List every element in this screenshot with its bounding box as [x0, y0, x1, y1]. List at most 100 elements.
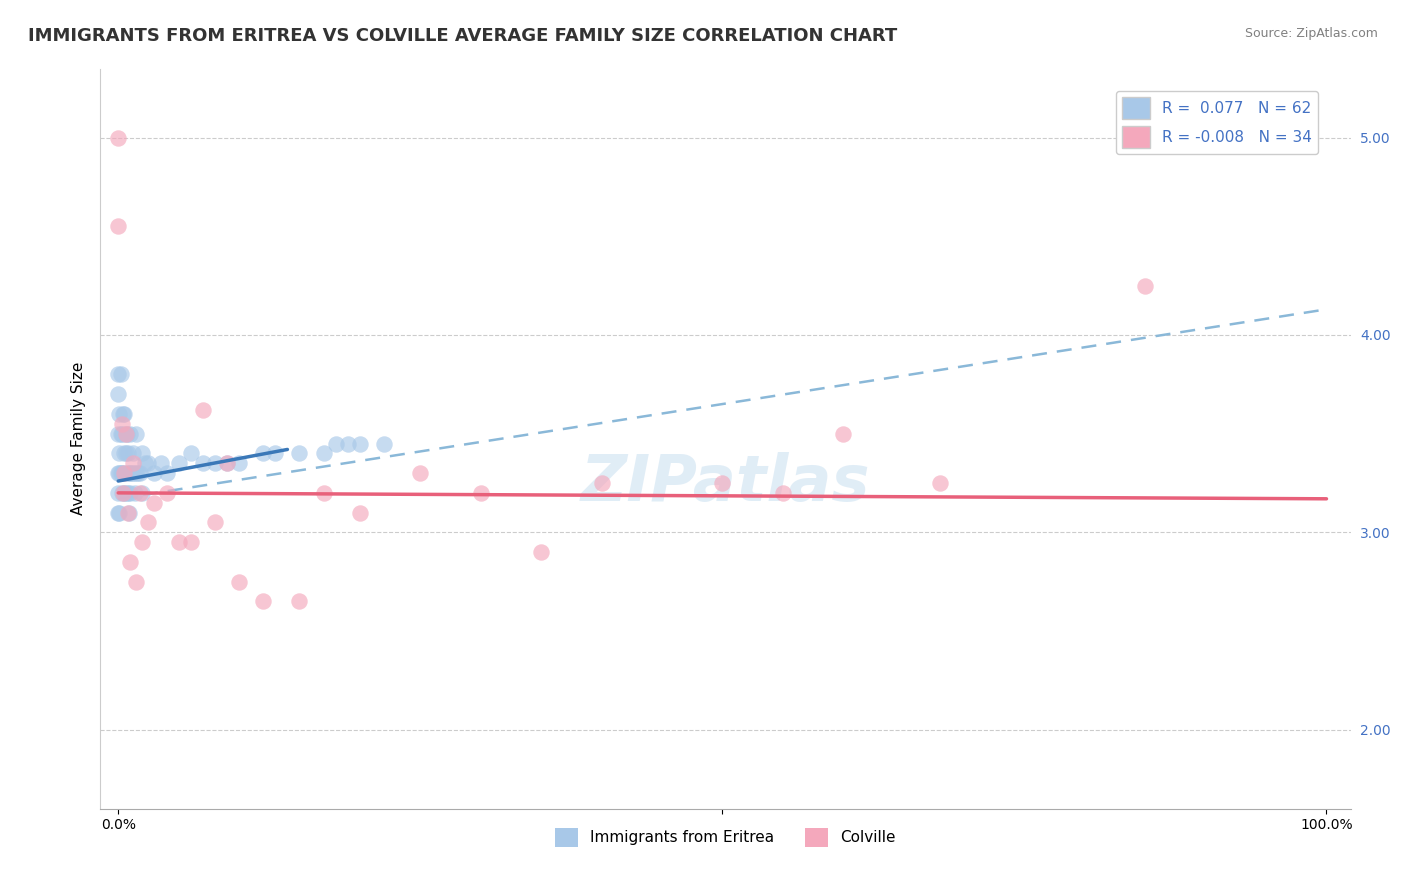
Point — [112, 407, 135, 421]
Point — [228, 574, 250, 589]
Point — [134, 456, 156, 470]
Point — [252, 446, 274, 460]
Point — [252, 594, 274, 608]
Point — [143, 466, 166, 480]
Point — [131, 486, 153, 500]
Point — [325, 436, 347, 450]
Point — [108, 506, 131, 520]
Point — [111, 426, 134, 441]
Point — [122, 466, 145, 480]
Point — [120, 426, 142, 441]
Point — [107, 466, 129, 480]
Point — [120, 486, 142, 500]
Point — [115, 466, 138, 480]
Point — [121, 456, 143, 470]
Point — [1135, 278, 1157, 293]
Point — [470, 486, 492, 500]
Point — [114, 446, 136, 460]
Point — [107, 506, 129, 520]
Point — [114, 486, 136, 500]
Point — [110, 466, 132, 480]
Point — [155, 486, 177, 500]
Point — [772, 486, 794, 500]
Text: IMMIGRANTS FROM ERITREA VS COLVILLE AVERAGE FAMILY SIZE CORRELATION CHART: IMMIGRANTS FROM ERITREA VS COLVILLE AVER… — [28, 27, 897, 45]
Point — [112, 446, 135, 460]
Point — [118, 466, 141, 480]
Point — [115, 426, 138, 441]
Point — [191, 456, 214, 470]
Point — [711, 475, 734, 490]
Point — [191, 403, 214, 417]
Point — [127, 466, 149, 480]
Point — [111, 417, 134, 431]
Point — [112, 466, 135, 480]
Point — [155, 466, 177, 480]
Point — [591, 475, 613, 490]
Point — [204, 516, 226, 530]
Point — [409, 466, 432, 480]
Point — [349, 506, 371, 520]
Point — [112, 486, 135, 500]
Point — [118, 506, 141, 520]
Point — [204, 456, 226, 470]
Point — [349, 436, 371, 450]
Point — [180, 535, 202, 549]
Point — [129, 466, 152, 480]
Point — [117, 506, 139, 520]
Point — [264, 446, 287, 460]
Text: ZIPatlas: ZIPatlas — [581, 452, 870, 514]
Point — [107, 387, 129, 401]
Point — [143, 496, 166, 510]
Point — [138, 456, 160, 470]
Point — [125, 426, 148, 441]
Point — [120, 466, 142, 480]
Point — [107, 219, 129, 234]
Point — [108, 407, 131, 421]
Point — [167, 535, 190, 549]
Point — [288, 446, 311, 460]
Point — [336, 436, 359, 450]
Point — [117, 486, 139, 500]
Point — [111, 486, 134, 500]
Point — [108, 466, 131, 480]
Point — [180, 446, 202, 460]
Point — [215, 456, 238, 470]
Point — [228, 456, 250, 470]
Point — [832, 426, 855, 441]
Point — [114, 426, 136, 441]
Point — [288, 594, 311, 608]
Point — [111, 466, 134, 480]
Point — [110, 368, 132, 382]
Point — [107, 368, 129, 382]
Point — [167, 456, 190, 470]
Point — [131, 535, 153, 549]
Legend: R =  0.077   N = 62, R = -0.008   N = 34: R = 0.077 N = 62, R = -0.008 N = 34 — [1116, 91, 1317, 154]
Point — [114, 426, 136, 441]
Point — [121, 466, 143, 480]
Point — [373, 436, 395, 450]
Point — [112, 486, 135, 500]
Point — [312, 446, 335, 460]
Point — [124, 486, 146, 500]
Point — [112, 466, 135, 480]
Point — [107, 426, 129, 441]
Point — [312, 486, 335, 500]
Point — [215, 456, 238, 470]
Point — [120, 555, 142, 569]
Point — [107, 130, 129, 145]
Point — [138, 516, 160, 530]
Point — [530, 545, 553, 559]
Point — [125, 466, 148, 480]
Point — [125, 574, 148, 589]
Point — [110, 426, 132, 441]
Y-axis label: Average Family Size: Average Family Size — [72, 362, 86, 516]
Point — [928, 475, 950, 490]
Point — [112, 407, 135, 421]
Point — [129, 486, 152, 500]
Point — [149, 456, 172, 470]
Text: Source: ZipAtlas.com: Source: ZipAtlas.com — [1244, 27, 1378, 40]
Point — [107, 486, 129, 500]
Point — [131, 446, 153, 460]
Point — [117, 446, 139, 460]
Point — [108, 446, 131, 460]
